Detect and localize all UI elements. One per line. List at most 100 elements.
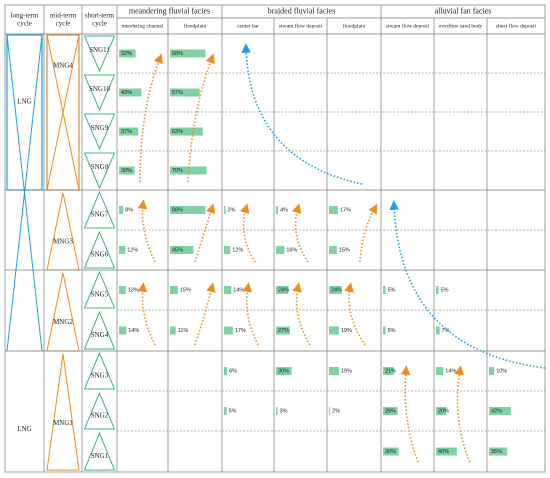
- bar: [119, 246, 126, 254]
- value-label: 12%: [127, 247, 138, 253]
- long-term-label: LNG: [17, 98, 31, 106]
- value-label: 14%: [445, 368, 456, 374]
- bar: [170, 246, 194, 254]
- value-label: 17%: [340, 207, 351, 213]
- bar: [119, 286, 126, 294]
- bar: [119, 326, 127, 335]
- facies-group: alluvial fan facies: [435, 6, 492, 15]
- value-label: 2%: [332, 408, 340, 414]
- short-term-label: SNG9: [91, 124, 109, 132]
- bar: [383, 286, 386, 294]
- short-term-triangle: [83, 391, 116, 430]
- bar: [383, 407, 398, 415]
- facies-column: stream flow deposit: [279, 22, 323, 29]
- value-label: 7%: [442, 328, 450, 334]
- long-term-label: LNG: [17, 425, 31, 433]
- value-label: 19%: [341, 368, 352, 374]
- value-label: 15%: [180, 287, 191, 293]
- bar: [276, 206, 279, 214]
- content: long-termcyclemid-termcycleshort-termcyc…: [11, 6, 536, 471]
- short-term-label: SNG2: [91, 412, 109, 420]
- value-label: 3%: [280, 408, 288, 414]
- bar: [170, 286, 178, 294]
- short-term-label: SNG3: [91, 372, 109, 380]
- bar: [383, 447, 399, 456]
- bar: [383, 367, 394, 375]
- cycle-header: cycle: [17, 20, 32, 28]
- bar: [119, 49, 136, 58]
- facies-column: mendering channel: [122, 23, 164, 29]
- bar: [224, 286, 232, 294]
- short-term-label: SNG1: [91, 452, 109, 460]
- value-label: 24%: [278, 287, 289, 293]
- short-term-triangle: [83, 35, 116, 73]
- value-label: 43%: [121, 90, 132, 96]
- bar: [224, 367, 228, 375]
- value-label: 5%: [388, 328, 396, 334]
- value-label: 30%: [121, 168, 132, 174]
- value-label: 14%: [233, 287, 244, 293]
- value-label: 3%: [228, 207, 236, 213]
- bar: [276, 326, 291, 335]
- value-label: 5%: [388, 287, 396, 293]
- bar: [170, 49, 206, 58]
- value-label: 37%: [121, 129, 132, 135]
- short-term-triangle: [83, 152, 116, 190]
- value-label: 63%: [172, 129, 183, 135]
- bar: [170, 206, 206, 214]
- cycle-header: cycle: [56, 20, 71, 28]
- cycle-header: long-term: [11, 12, 39, 20]
- mid-term-label: MNG4: [53, 62, 73, 70]
- bar: [276, 367, 292, 375]
- short-term-triangle: [83, 74, 116, 112]
- value-label: 70%: [172, 168, 183, 174]
- value-label: 24%: [331, 287, 342, 293]
- bar: [329, 407, 331, 415]
- facies-column: sheet flow deposit: [496, 22, 536, 29]
- short-term-triangle: [83, 270, 116, 309]
- short-term-label: SNG5: [91, 291, 109, 299]
- bar: [329, 367, 339, 375]
- value-label: 42%: [491, 408, 502, 414]
- value-label: 13%: [128, 287, 139, 293]
- bar: [170, 88, 200, 97]
- value-label: 35%: [491, 449, 502, 455]
- cycle-header: short-term: [85, 12, 115, 20]
- value-label: 32%: [121, 51, 132, 57]
- value-label: 20%: [438, 408, 449, 414]
- short-term-label: SNG7: [91, 211, 109, 219]
- short-term-triangle: [83, 310, 116, 350]
- bar: [119, 127, 139, 136]
- facies-column: floodplain: [343, 22, 366, 29]
- value-label: 10%: [496, 368, 507, 374]
- facies-column: floodplain: [184, 22, 207, 29]
- bar: [329, 286, 342, 294]
- mid-term-label: MNG3: [53, 238, 73, 246]
- value-label: 27%: [278, 328, 289, 334]
- short-term-triangle: [83, 351, 116, 390]
- value-label: 28%: [385, 408, 396, 414]
- short-term-label: SNG11: [89, 46, 110, 54]
- value-label: 15%: [339, 247, 350, 253]
- facies-column: overflow sand body: [439, 22, 483, 29]
- bar: [119, 166, 135, 175]
- bar: [224, 407, 227, 415]
- facies-group: braided fluvial facies: [268, 6, 336, 15]
- short-term-label: SNG4: [91, 331, 109, 339]
- facies-column: center bar: [237, 23, 259, 29]
- short-term-triangle: [83, 431, 116, 471]
- cycle-header: cycle: [92, 20, 107, 28]
- value-label: 5%: [229, 408, 237, 414]
- mid-term-label: MNG1: [53, 419, 73, 427]
- bar: [224, 246, 231, 254]
- bar: [489, 447, 508, 456]
- mid-term-label: MNG2: [53, 318, 73, 326]
- value-label: 8%: [125, 207, 133, 213]
- bar: [436, 286, 439, 294]
- bar: [489, 367, 495, 375]
- value-label: 4%: [280, 207, 288, 213]
- short-term-triangle: [83, 230, 116, 269]
- bar: [170, 326, 176, 335]
- bar: [119, 206, 124, 214]
- frame: [4, 4, 546, 473]
